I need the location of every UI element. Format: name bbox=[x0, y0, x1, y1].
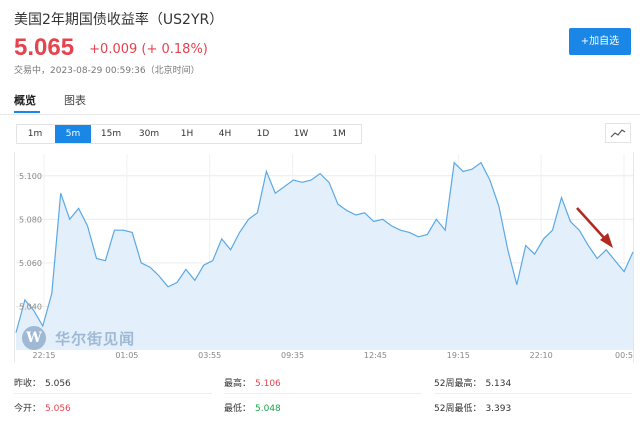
stat-value: 5.134 bbox=[485, 379, 512, 389]
watermark: W 华尔街见闻 bbox=[22, 326, 135, 354]
active-tab-indicator bbox=[14, 111, 40, 113]
stat-label: 52周最低： bbox=[434, 404, 482, 414]
x-tick-label: 00:5 bbox=[615, 351, 633, 360]
watermark-text: 华尔街见闻 bbox=[55, 329, 136, 348]
price-change: +0.009 (+ 0.18%) bbox=[89, 42, 208, 57]
period-4h[interactable]: 4H bbox=[218, 129, 232, 139]
yield-area-chart: 5.100 5.080 5.060 5.040 22:15 01:05 03:55 09:3… bbox=[15, 154, 634, 360]
y-tick-label: 5.060 bbox=[19, 259, 42, 268]
chart-type-toggle[interactable] bbox=[605, 123, 631, 143]
tab-chart[interactable]: 图表 bbox=[64, 94, 86, 107]
price-line bbox=[15, 161, 634, 333]
stat-value: 5.106 bbox=[255, 379, 281, 389]
stat-high: 最高： 5.106 bbox=[224, 376, 281, 389]
x-tick-label: 09:35 bbox=[281, 351, 304, 360]
stat-divider bbox=[14, 393, 212, 394]
stat-divider bbox=[434, 393, 632, 394]
period-1h[interactable]: 1H bbox=[180, 129, 194, 139]
x-axis-ticks: 22:15 01:05 03:55 09:35 12:45 19:15 22:10 00:5 bbox=[32, 351, 633, 360]
line-chart-icon bbox=[610, 129, 626, 138]
instrument-title: 美国2年期国债收益率（US2YR） bbox=[14, 12, 224, 28]
period-1w[interactable]: 1W bbox=[293, 129, 309, 139]
stat-label: 52周最高： bbox=[434, 379, 482, 389]
tab-overview[interactable]: 概览 bbox=[14, 94, 36, 107]
chart-frame bbox=[14, 152, 634, 362]
x-tick-label: 03:55 bbox=[198, 351, 221, 360]
price-area bbox=[16, 162, 633, 350]
x-tick-label: 19:15 bbox=[447, 351, 470, 360]
stat-52w-low: 52周最低： 3.393 bbox=[434, 401, 511, 414]
y-axis-ticks: 5.100 5.080 5.060 5.040 bbox=[19, 172, 42, 312]
stat-value: 5.048 bbox=[255, 404, 281, 414]
stat-label: 最高： bbox=[224, 379, 252, 389]
last-price: 5.065 bbox=[14, 34, 75, 61]
period-1mo[interactable]: 1M bbox=[332, 129, 346, 139]
y-tick-label: 5.080 bbox=[19, 215, 42, 224]
stat-value: 5.056 bbox=[45, 404, 71, 414]
period-15m[interactable]: 15m bbox=[100, 129, 122, 139]
period-1m[interactable]: 1m bbox=[27, 129, 43, 139]
period-30m[interactable]: 30m bbox=[138, 129, 160, 139]
x-tick-label: 22:15 bbox=[32, 351, 55, 360]
x-tick-label: 12:45 bbox=[364, 351, 387, 360]
x-tick-label: 22:10 bbox=[530, 351, 553, 360]
annotation-arrow bbox=[576, 207, 613, 248]
trading-status: 交易中，2023-08-29 00:59:36（北京时间） bbox=[14, 66, 200, 76]
stat-prev-close: 昨收： 5.056 bbox=[14, 376, 71, 389]
stat-label: 今开： bbox=[14, 404, 42, 414]
period-5m[interactable]: 5m bbox=[55, 125, 91, 143]
tabs-divider bbox=[0, 114, 640, 115]
add-watchlist-button[interactable]: +加自选 bbox=[569, 28, 631, 55]
stat-divider bbox=[224, 393, 422, 394]
price-row: 5.065 +0.009 (+ 0.18%) bbox=[14, 35, 208, 61]
stats-panel: 昨收： 5.056 最高： 5.106 52周最高： 5.134 今开： 5.056 最… bbox=[0, 366, 640, 426]
period-selector: 1m 5m 15m 30m 1H 4H 1D 1W 1M bbox=[16, 124, 362, 144]
x-tick-label: 01:05 bbox=[115, 351, 138, 360]
stat-value: 5.056 bbox=[45, 379, 71, 389]
y-tick-label: 5.100 bbox=[19, 172, 42, 181]
stat-label: 最低： bbox=[224, 404, 252, 414]
watermark-logo-icon: W bbox=[22, 326, 46, 350]
stat-low: 最低： 5.048 bbox=[224, 401, 281, 414]
y-tick-label: 5.040 bbox=[19, 302, 42, 311]
stat-label: 昨收： bbox=[14, 379, 42, 389]
stat-open: 今开： 5.056 bbox=[14, 401, 71, 414]
period-1d[interactable]: 1D bbox=[256, 129, 270, 139]
stat-value: 3.393 bbox=[485, 404, 512, 414]
stat-52w-high: 52周最高： 5.134 bbox=[434, 376, 511, 389]
